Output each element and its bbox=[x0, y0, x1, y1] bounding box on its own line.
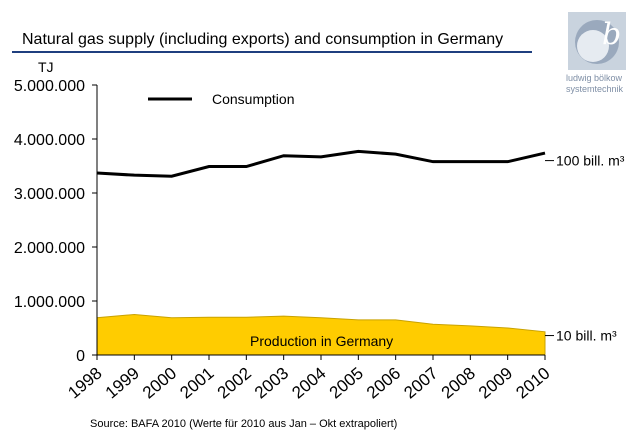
production-area-label: Production in Germany bbox=[250, 333, 393, 349]
y-tick-label: 0 bbox=[76, 348, 85, 365]
title-underline bbox=[12, 51, 532, 53]
y-tick-label: 5.000.000 bbox=[14, 78, 85, 95]
x-tick-label: 1998 bbox=[64, 364, 105, 403]
y-tick-label: 3.000.000 bbox=[14, 186, 85, 203]
logo-caption: ludwig bölkow systemtechnik bbox=[566, 73, 623, 95]
legend-consumption-label: Consumption bbox=[212, 91, 295, 107]
x-tick-label: 2009 bbox=[475, 364, 516, 403]
x-tick-label: 2001 bbox=[176, 364, 217, 403]
x-tick-label: 1999 bbox=[102, 364, 143, 403]
logo-line-2: systemtechnik bbox=[566, 84, 624, 94]
x-tick-label: 2008 bbox=[438, 364, 479, 403]
x-tick-label: 2007 bbox=[400, 364, 441, 403]
y-tick-label: 1.000.000 bbox=[14, 294, 85, 311]
y-tick-label: 4.000.000 bbox=[14, 132, 85, 149]
svg-text:b: b bbox=[602, 17, 621, 52]
x-tick-label: 2005 bbox=[326, 364, 367, 403]
source-note: Source: BAFA 2010 (Werte für 2010 aus Ja… bbox=[90, 418, 398, 430]
y-unit-label: TJ bbox=[38, 59, 54, 75]
x-tick-label: 2010 bbox=[512, 364, 553, 403]
x-tick-label: 2004 bbox=[288, 364, 329, 403]
chart-title: Natural gas supply (including exports) a… bbox=[22, 31, 504, 48]
x-tick-label: 2006 bbox=[363, 364, 404, 403]
x-tick-label: 2000 bbox=[139, 364, 180, 403]
consumption-line bbox=[96, 149, 546, 178]
annotation-label: 10 bill. m³ bbox=[556, 328, 617, 344]
x-tick-label: 2002 bbox=[214, 364, 255, 403]
production-area bbox=[96, 313, 546, 356]
y-tick-label: 2.000.000 bbox=[14, 240, 85, 257]
bolkow-b-logo-icon: b bbox=[562, 10, 632, 102]
logo-line-1: ludwig bölkow bbox=[566, 73, 623, 83]
annotation-label: 100 bill. m³ bbox=[556, 153, 625, 169]
x-tick-label: 2003 bbox=[251, 364, 292, 403]
